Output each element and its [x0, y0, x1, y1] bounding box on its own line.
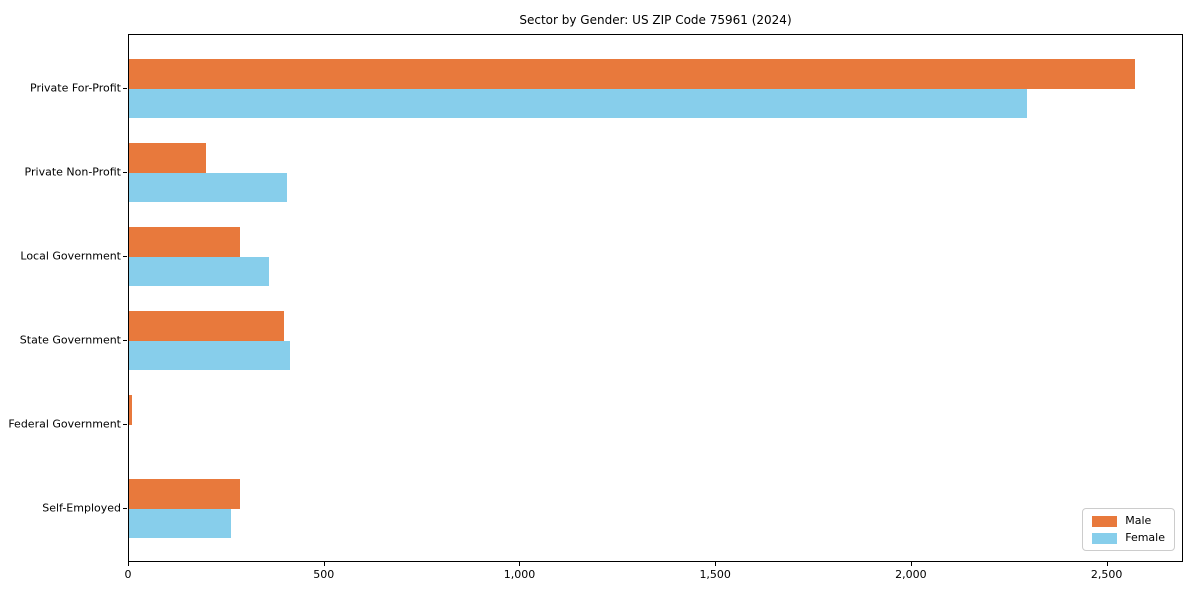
- y-label-self-employed: Self-Employed: [42, 501, 121, 514]
- y-label-state-government: State Government: [19, 333, 121, 346]
- x-tick-0: [128, 562, 129, 566]
- y-label-private-non-profit: Private Non-Profit: [24, 165, 121, 178]
- y-tick-state-government: [123, 339, 127, 341]
- x-tick-500: [323, 562, 325, 566]
- x-tick-1500: [715, 562, 717, 566]
- legend-label-male: Male: [1125, 514, 1152, 527]
- bar-male-local-government: [129, 227, 240, 257]
- chart-title: Sector by Gender: US ZIP Code 75961 (202…: [519, 13, 792, 27]
- y-label-federal-government: Federal Government: [8, 417, 121, 430]
- legend-label-female: Female: [1125, 531, 1165, 544]
- y-tick-private-for-profit: [123, 87, 127, 89]
- y-tick-private-non-profit: [123, 171, 127, 173]
- y-tick-self-employed: [123, 507, 127, 509]
- bar-male-state-government: [129, 311, 285, 341]
- y-tick-local-government: [123, 255, 127, 257]
- x-tick-2000: [910, 562, 912, 566]
- x-axis-ticks: 0 500 1,000 1,500 2,000 2,500: [124, 562, 1183, 588]
- bar-male-federal-government: [129, 395, 133, 425]
- x-tick-label-1500: 1,500: [699, 568, 731, 581]
- legend-swatch-female-icon: [1092, 532, 1118, 544]
- bar-male-private-for-profit: [129, 59, 1136, 89]
- bar-female-private-non-profit: [129, 172, 288, 202]
- x-tick-label-1000: 1,000: [503, 568, 536, 581]
- bar-male-private-non-profit: [129, 143, 206, 173]
- x-tick-label-2000: 2,000: [895, 568, 927, 581]
- legend-row-female: Female: [1092, 532, 1165, 544]
- legend-row-male: Male: [1092, 515, 1165, 527]
- bar-female-local-government: [129, 256, 269, 286]
- x-tick-1000: [519, 562, 521, 566]
- y-axis-labels: Private For-Profit Private Non-Profit Loca…: [0, 34, 121, 562]
- bar-female-self-employed: [129, 508, 232, 538]
- legend: Male Female: [1082, 508, 1175, 551]
- x-tick-label-2500: 2,500: [1090, 568, 1123, 581]
- y-tick-federal-government: [123, 423, 127, 425]
- x-tick-label-0: 0: [124, 568, 132, 581]
- y-label-local-government: Local Government: [20, 249, 121, 262]
- plot-area: Male Female: [128, 34, 1183, 562]
- y-label-private-for-profit: Private For-Profit: [30, 81, 121, 94]
- bar-male-self-employed: [129, 479, 240, 509]
- x-tick-label-500: 500: [313, 568, 335, 581]
- bar-female-private-for-profit: [129, 88, 1027, 118]
- y-axis-ticks: [123, 34, 128, 562]
- legend-swatch-male-icon: [1092, 515, 1118, 527]
- bar-female-state-government: [129, 340, 290, 370]
- x-tick-2500: [1106, 562, 1108, 566]
